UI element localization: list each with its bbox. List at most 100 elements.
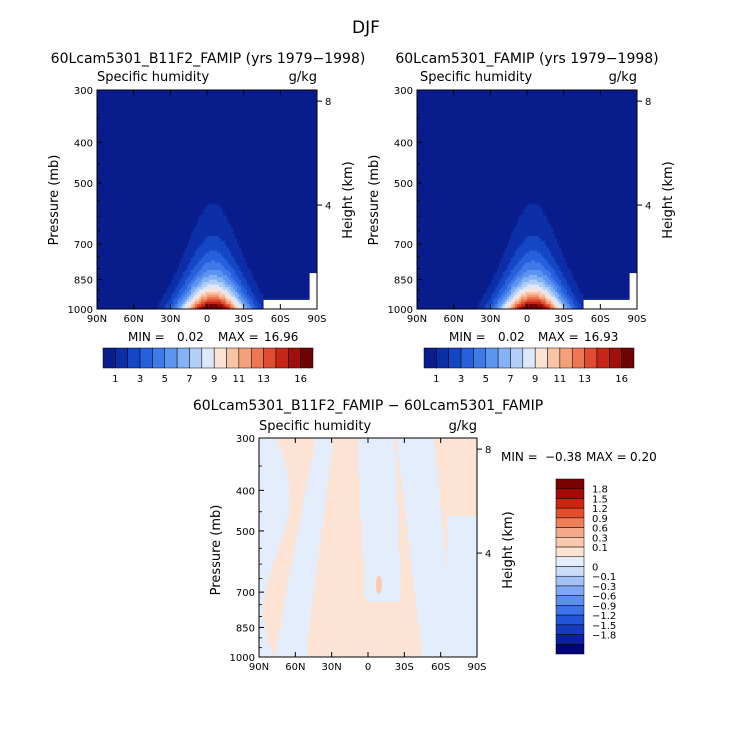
- humidity-cell: [101, 187, 104, 191]
- humidity-cell: [199, 116, 202, 120]
- humidity-cell: [301, 150, 304, 154]
- humidity-cell: [305, 92, 308, 96]
- humidity-cell: [237, 90, 240, 94]
- humidity-cell: [285, 189, 288, 193]
- humidity-cell: [297, 184, 300, 188]
- humidity-cell: [247, 104, 250, 108]
- humidity-cell: [123, 148, 126, 152]
- humidity-cell: [193, 126, 196, 130]
- humidity-cell: [149, 102, 152, 106]
- humidity-cell: [265, 177, 268, 181]
- humidity-cell: [267, 114, 270, 118]
- humidity-cell: [261, 187, 264, 191]
- humidity-cell: [103, 90, 106, 94]
- humidity-cell: [159, 104, 162, 108]
- humidity-cell: [107, 107, 110, 111]
- humidity-cell: [125, 155, 128, 159]
- humidity-cell: [183, 184, 186, 188]
- humidity-cell: [209, 197, 212, 201]
- humidity-cell: [271, 155, 274, 159]
- humidity-cell: [259, 133, 262, 137]
- humidity-cell: [199, 114, 202, 118]
- humidity-cell: [311, 189, 314, 193]
- humidity-cell: [191, 102, 194, 106]
- humidity-cell: [179, 143, 182, 147]
- humidity-cell: [229, 160, 232, 164]
- humidity-cell: [219, 150, 222, 154]
- humidity-cell: [187, 158, 190, 162]
- humidity-cell: [211, 177, 214, 181]
- humidity-cell: [267, 158, 270, 162]
- humidity-cell: [171, 109, 174, 113]
- humidity-cell: [117, 133, 120, 137]
- humidity-cell: [151, 136, 154, 140]
- humidity-cell: [167, 97, 170, 101]
- humidity-cell: [303, 145, 306, 149]
- humidity-cell: [281, 197, 284, 201]
- humidity-cell: [177, 136, 180, 140]
- humidity-cell: [111, 163, 114, 167]
- humidity-cell: [295, 121, 298, 125]
- humidity-cell: [139, 107, 142, 111]
- humidity-cell: [127, 170, 130, 174]
- humidity-cell: [201, 194, 204, 198]
- humidity-cell: [261, 119, 264, 123]
- humidity-cell: [271, 167, 274, 171]
- humidity-cell: [153, 172, 156, 176]
- humidity-cell: [137, 177, 140, 181]
- humidity-cell: [293, 128, 296, 132]
- humidity-cell: [117, 189, 120, 193]
- humidity-cell: [313, 184, 316, 188]
- humidity-cell: [131, 163, 134, 167]
- humidity-cell: [265, 121, 268, 125]
- humidity-cell: [205, 121, 208, 125]
- humidity-cell: [213, 175, 216, 179]
- humidity-cell: [245, 194, 248, 198]
- humidity-cell: [195, 148, 198, 152]
- humidity-cell: [183, 111, 186, 115]
- humidity-cell: [179, 116, 182, 120]
- humidity-cell: [155, 148, 158, 152]
- humidity-cell: [297, 141, 300, 145]
- humidity-cell: [131, 172, 134, 176]
- humidity-cell: [205, 102, 208, 106]
- humidity-cell: [147, 182, 150, 186]
- humidity-cell: [113, 150, 116, 154]
- humidity-cell: [227, 109, 230, 113]
- humidity-cell: [129, 187, 132, 191]
- humidity-cell: [117, 194, 120, 198]
- humidity-cell: [117, 197, 120, 201]
- humidity-cell: [211, 104, 214, 108]
- humidity-cell: [199, 143, 202, 147]
- humidity-cell: [139, 189, 142, 193]
- humidity-cell: [205, 104, 208, 108]
- humidity-cell: [151, 184, 154, 188]
- humidity-cell: [113, 194, 116, 198]
- humidity-cell: [105, 177, 108, 181]
- humidity-cell: [169, 116, 172, 120]
- humidity-cell: [105, 155, 108, 159]
- humidity-cell: [171, 163, 174, 167]
- humidity-cell: [311, 138, 314, 142]
- humidity-cell: [313, 155, 316, 159]
- humidity-cell: [215, 184, 218, 188]
- humidity-cell: [181, 158, 184, 162]
- humidity-cell: [129, 121, 132, 125]
- humidity-cell: [237, 165, 240, 169]
- humidity-cell: [299, 175, 302, 179]
- humidity-cell: [171, 145, 174, 149]
- humidity-cell: [151, 138, 154, 142]
- humidity-cell: [243, 150, 246, 154]
- humidity-cell: [295, 145, 298, 149]
- humidity-cell: [303, 104, 306, 108]
- humidity-cell: [295, 182, 298, 186]
- humidity-cell: [221, 109, 224, 113]
- humidity-cell: [197, 187, 200, 191]
- humidity-cell: [101, 97, 104, 101]
- humidity-cell: [307, 136, 310, 140]
- humidity-cell: [171, 94, 174, 98]
- humidity-cell: [141, 199, 144, 203]
- humidity-cell: [273, 194, 276, 198]
- humidity-cell: [169, 136, 172, 140]
- humidity-cell: [177, 126, 180, 130]
